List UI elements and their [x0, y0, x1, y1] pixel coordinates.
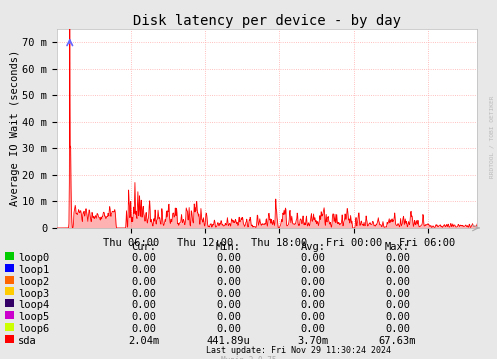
- Text: 0.00: 0.00: [216, 300, 241, 311]
- Text: 0.00: 0.00: [301, 324, 326, 334]
- Text: 0.00: 0.00: [132, 300, 157, 311]
- Text: 0.00: 0.00: [216, 277, 241, 287]
- Text: 0.00: 0.00: [385, 312, 410, 322]
- Text: RRDTOOL / TOBI OETIKER: RRDTOOL / TOBI OETIKER: [490, 95, 495, 178]
- Text: loop6: loop6: [18, 324, 49, 334]
- Text: 0.00: 0.00: [132, 289, 157, 299]
- Text: 0.00: 0.00: [216, 265, 241, 275]
- Text: loop2: loop2: [18, 277, 49, 287]
- Text: 0.00: 0.00: [301, 253, 326, 263]
- Text: loop1: loop1: [18, 265, 49, 275]
- Text: 0.00: 0.00: [301, 312, 326, 322]
- Text: Last update: Fri Nov 29 11:30:24 2024: Last update: Fri Nov 29 11:30:24 2024: [206, 346, 391, 355]
- Text: 3.70m: 3.70m: [298, 336, 329, 346]
- Text: 441.89u: 441.89u: [207, 336, 250, 346]
- Text: 2.04m: 2.04m: [129, 336, 160, 346]
- Text: Min:: Min:: [216, 242, 241, 252]
- Text: 0.00: 0.00: [301, 265, 326, 275]
- Title: Disk latency per device - by day: Disk latency per device - by day: [133, 14, 401, 28]
- Text: 0.00: 0.00: [216, 324, 241, 334]
- Text: 0.00: 0.00: [385, 289, 410, 299]
- Text: 67.63m: 67.63m: [379, 336, 416, 346]
- Text: Avg:: Avg:: [301, 242, 326, 252]
- Text: 0.00: 0.00: [132, 312, 157, 322]
- Text: 0.00: 0.00: [385, 277, 410, 287]
- Text: 0.00: 0.00: [301, 277, 326, 287]
- Text: loop5: loop5: [18, 312, 49, 322]
- Text: sda: sda: [18, 336, 37, 346]
- Text: 0.00: 0.00: [216, 289, 241, 299]
- Text: 0.00: 0.00: [385, 324, 410, 334]
- Text: 0.00: 0.00: [216, 312, 241, 322]
- Text: 0.00: 0.00: [132, 253, 157, 263]
- Text: 0.00: 0.00: [216, 253, 241, 263]
- Text: 0.00: 0.00: [132, 265, 157, 275]
- Text: loop4: loop4: [18, 300, 49, 311]
- Text: 0.00: 0.00: [301, 300, 326, 311]
- Text: Cur:: Cur:: [132, 242, 157, 252]
- Text: 0.00: 0.00: [132, 324, 157, 334]
- Text: Max:: Max:: [385, 242, 410, 252]
- Text: Munin 2.0.75: Munin 2.0.75: [221, 356, 276, 359]
- Text: 0.00: 0.00: [385, 265, 410, 275]
- Text: loop3: loop3: [18, 289, 49, 299]
- Y-axis label: Average IO Wait (seconds): Average IO Wait (seconds): [9, 50, 20, 206]
- Text: 0.00: 0.00: [385, 300, 410, 311]
- Text: 0.00: 0.00: [132, 277, 157, 287]
- Text: 0.00: 0.00: [301, 289, 326, 299]
- Text: loop0: loop0: [18, 253, 49, 263]
- Text: 0.00: 0.00: [385, 253, 410, 263]
